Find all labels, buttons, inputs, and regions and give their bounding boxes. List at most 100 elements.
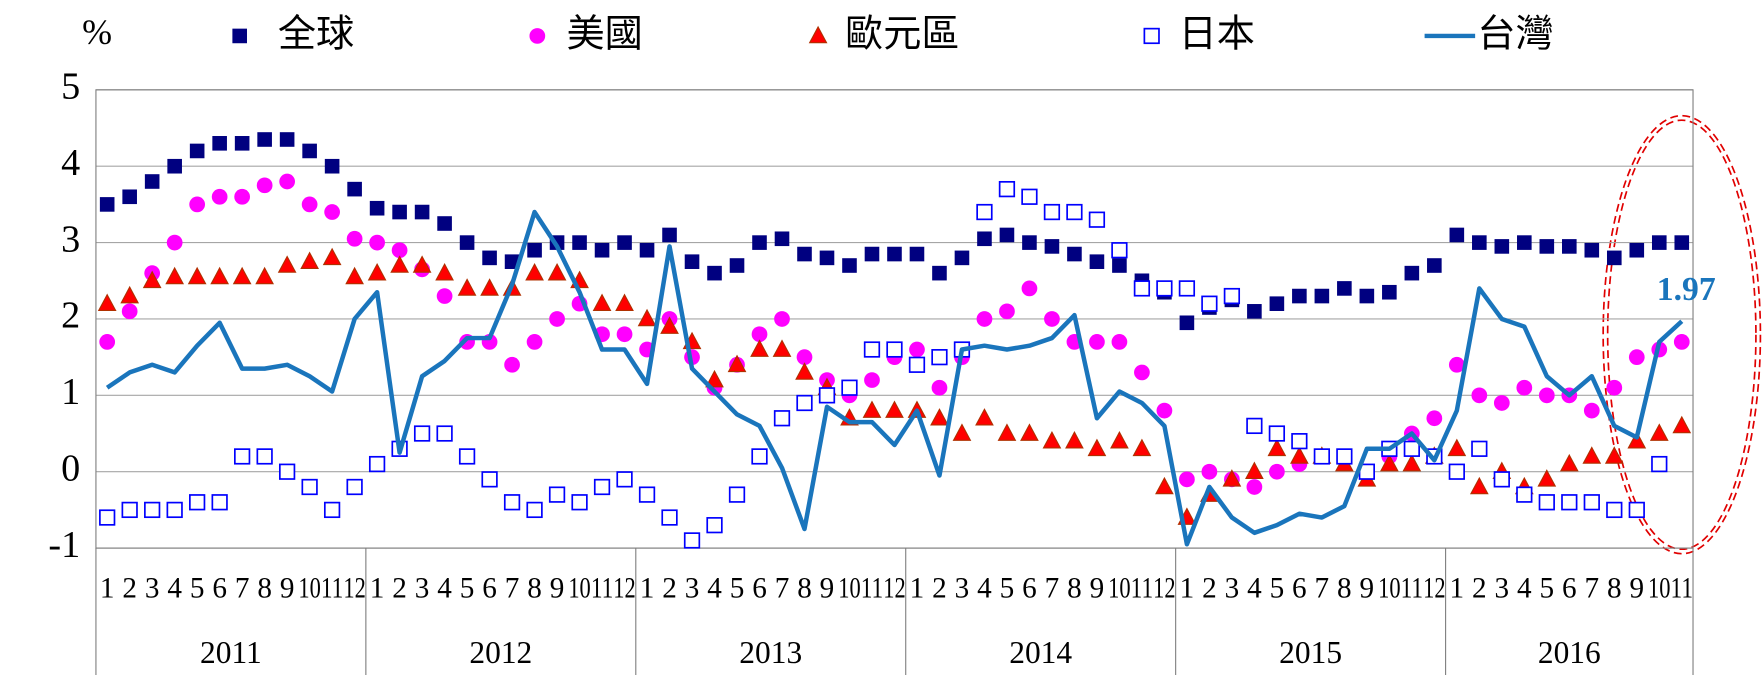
x-tick-label: 10: [568, 572, 590, 604]
legend-swatch: [808, 25, 828, 44]
data-point: [435, 262, 454, 281]
data-point: [1469, 476, 1489, 495]
data-point: [1043, 203, 1061, 221]
data-point: [391, 242, 408, 259]
data-point: [1382, 284, 1397, 300]
data-point: [1246, 417, 1263, 435]
data-point: [638, 486, 656, 503]
data-point: [189, 143, 205, 159]
data-point: [1087, 438, 1107, 457]
x-tick-label: 6: [752, 572, 767, 604]
data-point: [593, 478, 611, 496]
data-point: [797, 246, 812, 262]
data-point: [1044, 311, 1060, 327]
x-tick-label: 2: [122, 572, 137, 604]
data-point: [279, 132, 295, 147]
data-point: [1020, 423, 1039, 441]
data-point: [436, 288, 453, 304]
data-point: [1245, 461, 1264, 480]
data-point: [481, 471, 498, 488]
data-point: [345, 266, 364, 285]
data-point: [707, 265, 722, 281]
data-point: [234, 188, 251, 205]
data-point: [1267, 438, 1287, 457]
data-point: [166, 501, 183, 519]
x-tick-label: 9: [550, 572, 565, 604]
year-label: 2013: [739, 635, 802, 670]
data-point: [120, 285, 140, 304]
x-tick-label: 5: [460, 572, 475, 604]
data-point: [930, 408, 949, 426]
x-tick-label: 10: [1648, 572, 1670, 604]
data-point: [480, 278, 499, 296]
x-tick-label: 2: [392, 572, 407, 604]
data-point: [728, 486, 746, 503]
data-point: [234, 136, 250, 151]
data-point: [1247, 304, 1262, 319]
x-tick-label: 4: [977, 572, 992, 604]
year-label: 2015: [1279, 635, 1342, 670]
legend-label: 日本: [1179, 12, 1255, 56]
data-point: [885, 400, 904, 418]
data-point: [1201, 463, 1218, 480]
data-point: [909, 341, 925, 358]
data-point: [167, 158, 182, 174]
data-point: [324, 204, 340, 220]
x-tick-label: 11: [861, 572, 883, 604]
data-point: [1426, 410, 1443, 427]
x-tick-label: 5: [730, 572, 745, 604]
x-tick-label: 5: [1000, 572, 1015, 604]
data-point: [1155, 476, 1174, 495]
data-point: [526, 501, 543, 519]
data-point: [639, 242, 655, 258]
data-point: [864, 372, 880, 388]
data-point: [975, 408, 994, 426]
data-point: [1156, 280, 1173, 297]
data-point: [1427, 258, 1442, 273]
data-point: [1021, 188, 1038, 205]
data-point: [572, 235, 587, 250]
data-point: [1561, 494, 1578, 511]
x-tick-label: 2: [662, 572, 677, 604]
data-point: [1336, 448, 1353, 465]
year-label: 2012: [469, 635, 532, 670]
x-tick-label: 12: [343, 572, 365, 604]
data-point: [976, 203, 993, 221]
x-tick-label: 3: [145, 572, 160, 604]
data-point: [390, 255, 409, 273]
x-tick-label: 1: [370, 572, 385, 604]
y-tick-label: 4: [61, 142, 80, 184]
data-point: [1111, 334, 1128, 350]
data-point: [547, 262, 567, 281]
data-point: [1223, 287, 1241, 305]
x-tick-label: 8: [527, 572, 542, 604]
x-tick-label: 8: [1337, 572, 1352, 604]
x-tick-label: 1: [1450, 572, 1465, 604]
x-tick-label: 9: [1360, 572, 1375, 604]
data-point: [549, 311, 565, 327]
data-point: [346, 478, 363, 496]
x-tick-label: 12: [1153, 572, 1175, 604]
data-point: [413, 425, 431, 442]
data-point: [278, 463, 296, 480]
data-point: [234, 448, 251, 465]
data-point: [977, 231, 992, 247]
data-point: [122, 189, 137, 205]
data-point: [1089, 254, 1105, 269]
data-point: [392, 204, 407, 220]
data-point: [1627, 430, 1647, 449]
data-point: [1067, 246, 1082, 262]
data-point: [908, 356, 926, 373]
data-point: [997, 423, 1017, 441]
data-point: [772, 339, 792, 357]
data-point: [368, 455, 386, 473]
legend-swatch: [1143, 27, 1160, 45]
x-tick-label: 11: [321, 572, 343, 604]
data-point: [1066, 203, 1083, 221]
x-tick-label: 3: [1495, 572, 1510, 604]
data-point: [1651, 235, 1667, 250]
data-point: [952, 423, 972, 441]
data-point: [954, 250, 970, 266]
data-point: [121, 501, 138, 519]
x-tick-label: 9: [280, 572, 295, 604]
